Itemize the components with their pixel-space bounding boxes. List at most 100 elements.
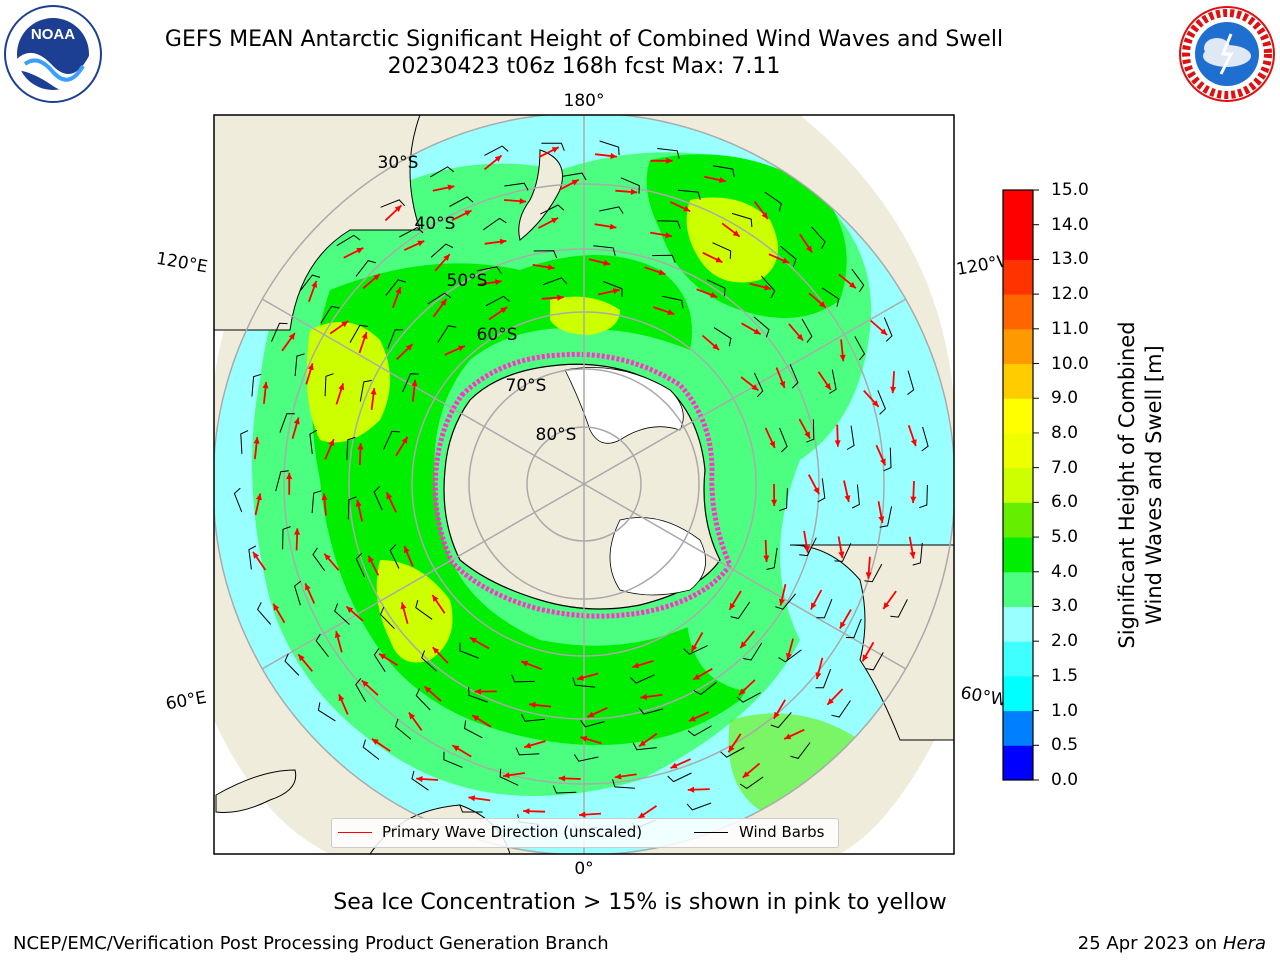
wave-arrow-head	[262, 381, 269, 389]
wind-barb	[485, 295, 510, 307]
colorbar-tick-label: 1.5	[1051, 665, 1079, 686]
wind-barb	[720, 747, 745, 758]
wave-arrow-head	[739, 688, 746, 695]
wave-arrow-head	[346, 606, 354, 613]
wind-barb	[706, 279, 726, 297]
wave-arrow-head	[341, 321, 349, 328]
wave-arrow-head	[803, 545, 810, 553]
wave-arrow-head	[732, 230, 740, 237]
wind-barb	[743, 642, 763, 661]
wind-barb	[477, 266, 502, 274]
chart-title: GEFS MEAN Antarctic Significant Height o…	[164, 27, 1004, 52]
wind-barb	[248, 545, 257, 570]
wind-barb	[385, 279, 406, 296]
lon-label-180: 180°	[564, 91, 605, 111]
wave-arrow-head	[424, 686, 432, 693]
colorbar-tick-label: 9.0	[1051, 388, 1079, 409]
wind-barb	[464, 720, 483, 739]
wave-arrow-head	[499, 238, 507, 245]
wave-arrow-head	[665, 232, 672, 239]
wind-barb	[890, 599, 908, 618]
wind-barb	[879, 506, 893, 528]
wind-barb	[421, 650, 437, 672]
colorbar-tick-label: 3.0	[1051, 596, 1079, 617]
legend-wave-label: Primary Wave Direction (unscaled)	[382, 823, 643, 841]
wind-barb	[739, 776, 764, 790]
wind-barb	[854, 336, 866, 361]
wave-arrow-head	[286, 472, 293, 480]
wave-arrow-head	[524, 742, 532, 749]
wind-barb	[240, 430, 249, 454]
wave-arrow-head	[328, 439, 335, 447]
wind-barb	[780, 245, 797, 267]
wave-arrow-head	[715, 256, 723, 263]
wind-barb	[806, 419, 815, 443]
wind-barb	[459, 642, 479, 659]
wave-arrow-head	[824, 383, 831, 390]
wave-arrow-head	[253, 437, 260, 444]
wave-arrow-head	[293, 417, 300, 425]
wind-barb	[730, 601, 751, 620]
wave-direction-arrows	[252, 146, 917, 820]
wind-barb	[778, 649, 802, 663]
wind-barb	[499, 768, 519, 786]
colorbar-segment	[1003, 328, 1033, 365]
wave-arrow-head	[551, 217, 559, 224]
wind-barb	[511, 674, 535, 683]
wind-barb	[662, 295, 684, 309]
wind-barb	[317, 702, 336, 722]
wave-arrow-head	[288, 333, 295, 340]
wind-barb	[603, 281, 623, 297]
nws-logo	[1179, 6, 1275, 102]
wave-arrow-head	[782, 257, 790, 264]
wave-arrow-head	[839, 354, 846, 362]
wave-arrow-head	[838, 551, 845, 559]
wind-barb	[279, 413, 295, 433]
wave-arrow-head	[614, 773, 622, 780]
wave-arrow-head	[764, 284, 771, 291]
wind-barb	[864, 563, 883, 583]
wind-barb	[233, 487, 243, 513]
wave-arrow-head	[719, 177, 726, 183]
wave-arrow-head	[529, 701, 536, 708]
wave-arrow-head	[371, 738, 379, 745]
wave-arrow-head	[338, 694, 345, 702]
wind-barb	[693, 681, 717, 696]
wind-barb	[251, 373, 262, 397]
wave-arrow-head	[740, 641, 747, 649]
wave-arrow-head	[408, 712, 416, 720]
wind-barb	[355, 552, 365, 578]
graticule	[214, 115, 954, 854]
colorbar-segment	[1003, 398, 1033, 434]
wave-arrow-head	[579, 811, 586, 818]
wind-barb	[541, 142, 565, 151]
wind-barb	[355, 260, 377, 277]
colorbar-tick-label: 14.0	[1051, 214, 1089, 235]
wave-arrow-head	[728, 745, 735, 753]
wave-arrow-head	[796, 333, 804, 341]
wind-barb	[736, 692, 761, 703]
wave-arrow-head	[305, 583, 311, 591]
wind-barb	[359, 379, 372, 402]
wave-arrow-head	[503, 772, 510, 779]
wind-barb	[632, 742, 657, 751]
wind-barb	[449, 196, 474, 207]
colorbar-segment	[1003, 432, 1033, 469]
colorbar-segment	[1003, 502, 1033, 538]
wave-arrow-head	[670, 762, 678, 769]
colorbar-segment	[1003, 363, 1033, 399]
colorbar-tick-label: 8.0	[1051, 422, 1079, 443]
wind-barb	[686, 802, 712, 811]
colorbar-segment	[1003, 467, 1033, 503]
wind-barb	[552, 785, 577, 794]
wave-arrow-head	[910, 496, 917, 503]
wind-barb	[851, 268, 865, 293]
wind-barb	[657, 220, 681, 229]
colorbar-tick-label: 6.0	[1051, 492, 1079, 513]
wind-barb	[846, 425, 855, 450]
wave-arrow-head	[815, 672, 822, 680]
wind-barb	[599, 206, 624, 214]
wind-barb	[315, 633, 329, 658]
wave-arrow-head	[464, 210, 472, 216]
wind-barb	[399, 226, 424, 238]
